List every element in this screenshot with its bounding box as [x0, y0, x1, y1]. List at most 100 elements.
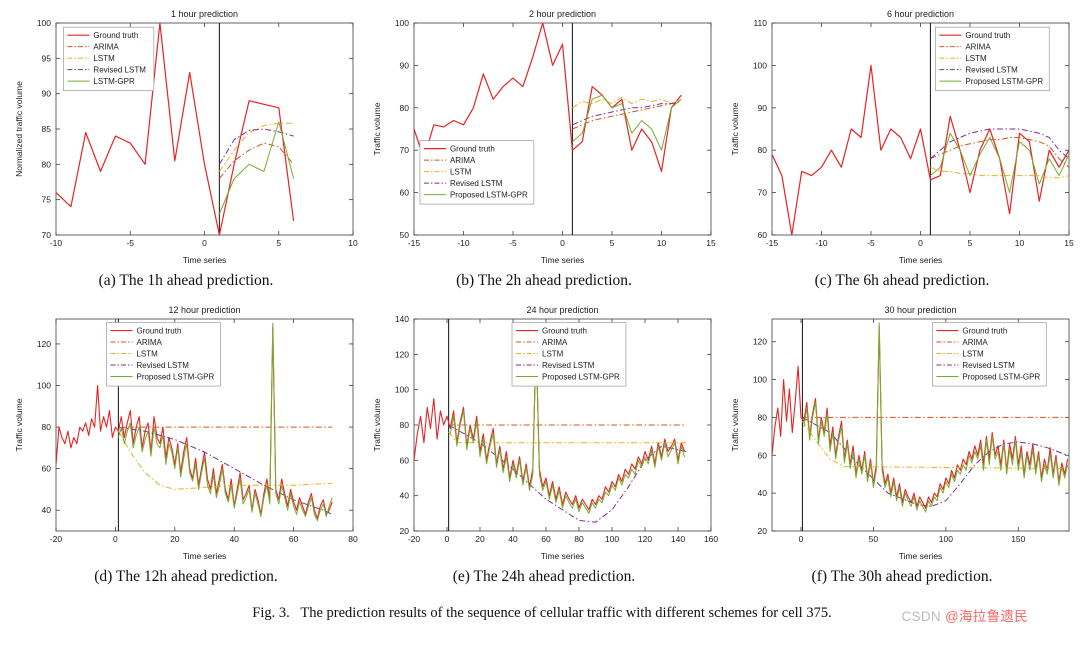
chart-title: 2 hour prediction [529, 9, 596, 19]
svg-text:95: 95 [42, 53, 52, 63]
legend-label: Revised LSTM [962, 361, 1015, 370]
svg-text:90: 90 [400, 60, 410, 70]
legend-label: ARIMA [136, 338, 162, 347]
svg-text:0: 0 [560, 238, 565, 248]
series-revised-lstm [930, 128, 1069, 160]
legend-label: Proposed LSTM-GPR [450, 191, 528, 200]
legend-label: ARIMA [542, 338, 568, 347]
legend-label: Ground truth [962, 327, 1007, 336]
legend-label: Proposed LSTM-GPR [965, 77, 1043, 86]
svg-text:80: 80 [758, 145, 768, 155]
series-proposed-lstm-gpr [449, 336, 686, 514]
svg-text:70: 70 [42, 230, 52, 240]
svg-text:90: 90 [758, 103, 768, 113]
svg-text:-5: -5 [509, 238, 517, 248]
legend [935, 26, 1050, 92]
legend-label: Revised LSTM [136, 361, 189, 370]
svg-text:0: 0 [918, 238, 923, 248]
svg-text:0: 0 [113, 534, 118, 544]
svg-text:100: 100 [605, 534, 619, 544]
chart-caption: (f) The 30h ahead prediction. [811, 568, 993, 585]
svg-text:50: 50 [400, 230, 410, 240]
series-ground-truth [56, 23, 295, 235]
svg-text:80: 80 [42, 159, 52, 169]
svg-text:0: 0 [799, 534, 804, 544]
y-axis-label: Traffic volume [14, 398, 24, 451]
svg-text:120: 120 [37, 339, 51, 349]
legend-label: LSTM [965, 54, 987, 63]
chart-title: 1 hour prediction [171, 9, 238, 19]
chart-caption: (e) The 24h ahead prediction. [452, 568, 636, 585]
svg-text:-10: -10 [457, 238, 470, 248]
svg-text:60: 60 [541, 534, 551, 544]
svg-text:100: 100 [753, 60, 767, 70]
chart-caption: (b) The 2h ahead prediction. [456, 272, 632, 289]
legend [932, 322, 1047, 387]
series-ground-truth [56, 326, 333, 520]
chart-canvas-30h: 0 50 100 150 20 40 60 80 100 120 30 hour predictio… [730, 305, 1070, 561]
svg-text:40: 40 [758, 488, 768, 498]
chart-canvas-2h: -15 -10 -5 0 5 10 15 50 60 70 80 90 100 2 hour predic… [372, 9, 716, 265]
svg-text:5: 5 [968, 238, 973, 248]
chart-caption: (d) The 12h ahead prediction. [94, 568, 278, 585]
legend-label: LSTM-GPR [93, 77, 135, 86]
svg-text:20: 20 [758, 526, 768, 536]
svg-text:40: 40 [42, 505, 52, 515]
legend [106, 322, 221, 387]
legend-label: Revised LSTM [450, 179, 503, 188]
watermark: CSDN @海拉鲁遗民 [901, 605, 1028, 625]
svg-text:100: 100 [395, 18, 409, 28]
svg-text:20: 20 [475, 534, 485, 544]
chart-title: 30 hour prediction [884, 305, 956, 315]
legend-label: LSTM [136, 350, 158, 359]
svg-text:110: 110 [753, 18, 767, 28]
svg-text:100: 100 [37, 381, 51, 391]
legend-label: Proposed LSTM-GPR [542, 373, 620, 382]
chart-2h: -15 -10 -5 0 5 10 15 50 60 70 80 90 100 2 hour predic… [368, 6, 720, 290]
series-proposed-lstm-gpr [803, 322, 1069, 513]
chart-12h: -20 0 20 40 60 80 40 60 80 100 120 12 hour predicti… [10, 302, 362, 586]
legend-label: Ground truth [965, 31, 1010, 40]
series-arima [930, 137, 1069, 168]
x-axis-label: Time series [899, 551, 943, 561]
legend-label: Ground truth [136, 327, 181, 336]
svg-text:150: 150 [1011, 534, 1025, 544]
series-lstm [117, 430, 333, 490]
chart-title: 6 hour prediction [887, 9, 954, 19]
svg-text:80: 80 [574, 534, 584, 544]
legend-label: LSTM [542, 350, 564, 359]
svg-text:-15: -15 [766, 238, 779, 248]
series-ground-truth [772, 326, 1069, 509]
svg-text:120: 120 [395, 349, 409, 359]
svg-text:-10: -10 [50, 238, 63, 248]
legend-label: ARIMA [450, 156, 476, 165]
svg-text:50: 50 [869, 534, 879, 544]
x-axis-label: Time series [541, 255, 585, 265]
figure-caption-row: Fig. 3. The prediction results of the se… [0, 604, 1084, 626]
legend-label: Revised LSTM [542, 361, 595, 370]
svg-text:80: 80 [758, 412, 768, 422]
legend-label: Ground truth [93, 31, 138, 40]
legend-label: LSTM [450, 168, 472, 177]
legend-label: Ground truth [450, 145, 495, 154]
svg-text:60: 60 [289, 534, 299, 544]
svg-text:20: 20 [170, 534, 180, 544]
y-axis-label: Traffic volume [730, 398, 740, 451]
legend-label: LSTM [93, 54, 115, 63]
series-proposed-lstm-gpr [930, 132, 1069, 194]
chart-title: 12 hour prediction [168, 305, 240, 315]
svg-text:10: 10 [657, 238, 667, 248]
svg-text:0: 0 [445, 534, 450, 544]
svg-text:-15: -15 [408, 238, 421, 248]
svg-text:15: 15 [706, 238, 716, 248]
chart-canvas-12h: -20 0 20 40 60 80 40 60 80 100 120 12 hour predicti… [14, 305, 358, 561]
x-axis-label: Time series [183, 255, 227, 265]
series-ground-truth [414, 23, 682, 172]
svg-text:100: 100 [395, 385, 409, 395]
y-axis-label: Traffic volume [372, 398, 382, 451]
chart-canvas-6h: -15 -10 -5 0 5 10 15 60 70 80 90 100 110 6 hour predi… [730, 9, 1074, 265]
y-axis-label: Traffic volume [730, 102, 740, 155]
series-lstm [930, 166, 1069, 179]
chart-canvas-24h: -20 0 20 40 60 80 100 120 140 160 20 40 60 80 100 120 14… [372, 305, 718, 561]
y-axis-label: Normalized traffic volume [14, 81, 24, 177]
